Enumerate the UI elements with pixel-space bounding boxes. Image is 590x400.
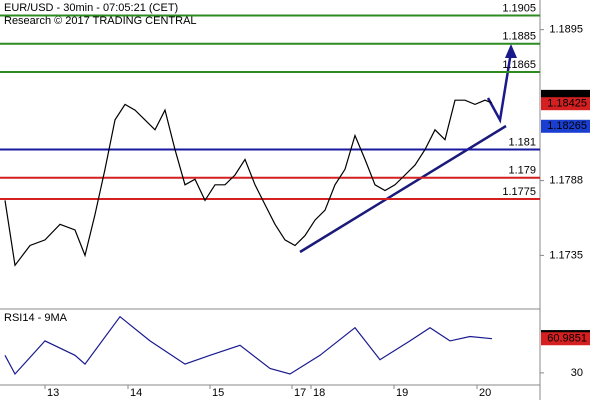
price-box: [541, 97, 590, 111]
x-tick-label: 13: [47, 387, 59, 399]
price-box-label: 1.18425: [547, 98, 587, 110]
x-tick-label: 17: [294, 387, 306, 399]
level-label: 1.1905: [502, 2, 536, 14]
level-label: 1.179: [508, 165, 536, 177]
level-label: 1.1775: [502, 186, 536, 198]
x-tick-label: 15: [212, 387, 224, 399]
x-tick-label: 19: [396, 387, 408, 399]
price-line: [4, 99, 493, 267]
indicator-title: RSI14 - 9MA: [4, 312, 68, 324]
price-box-label: 1.18265: [547, 120, 587, 132]
level-label: 1.1865: [502, 59, 536, 71]
level-label: 1.181: [508, 136, 536, 148]
arrow-head: [505, 44, 517, 58]
y-tick-label: 1.1895: [549, 24, 583, 36]
x-tick-label: 14: [130, 387, 142, 399]
level-label: 1.1885: [502, 31, 536, 43]
forecast-arrow: [486, 51, 513, 124]
x-tick-label: 20: [479, 387, 491, 399]
price-box-label: 60.9851: [547, 333, 587, 345]
chart-title: EUR/USD - 30min - 07:05:21 (CET): [4, 2, 178, 14]
price-box: [541, 332, 590, 346]
chart-subtitle: Research © 2017 TRADING CENTRAL: [4, 15, 197, 27]
trend-line: [299, 124, 507, 254]
price-box: [541, 119, 590, 133]
y-tick-label: 1.1788: [549, 175, 583, 187]
x-tick-label: 18: [313, 387, 325, 399]
y-tick-label: 1.1735: [549, 249, 583, 261]
y-tick-label: 30: [571, 367, 583, 379]
price-line: [4, 315, 493, 376]
